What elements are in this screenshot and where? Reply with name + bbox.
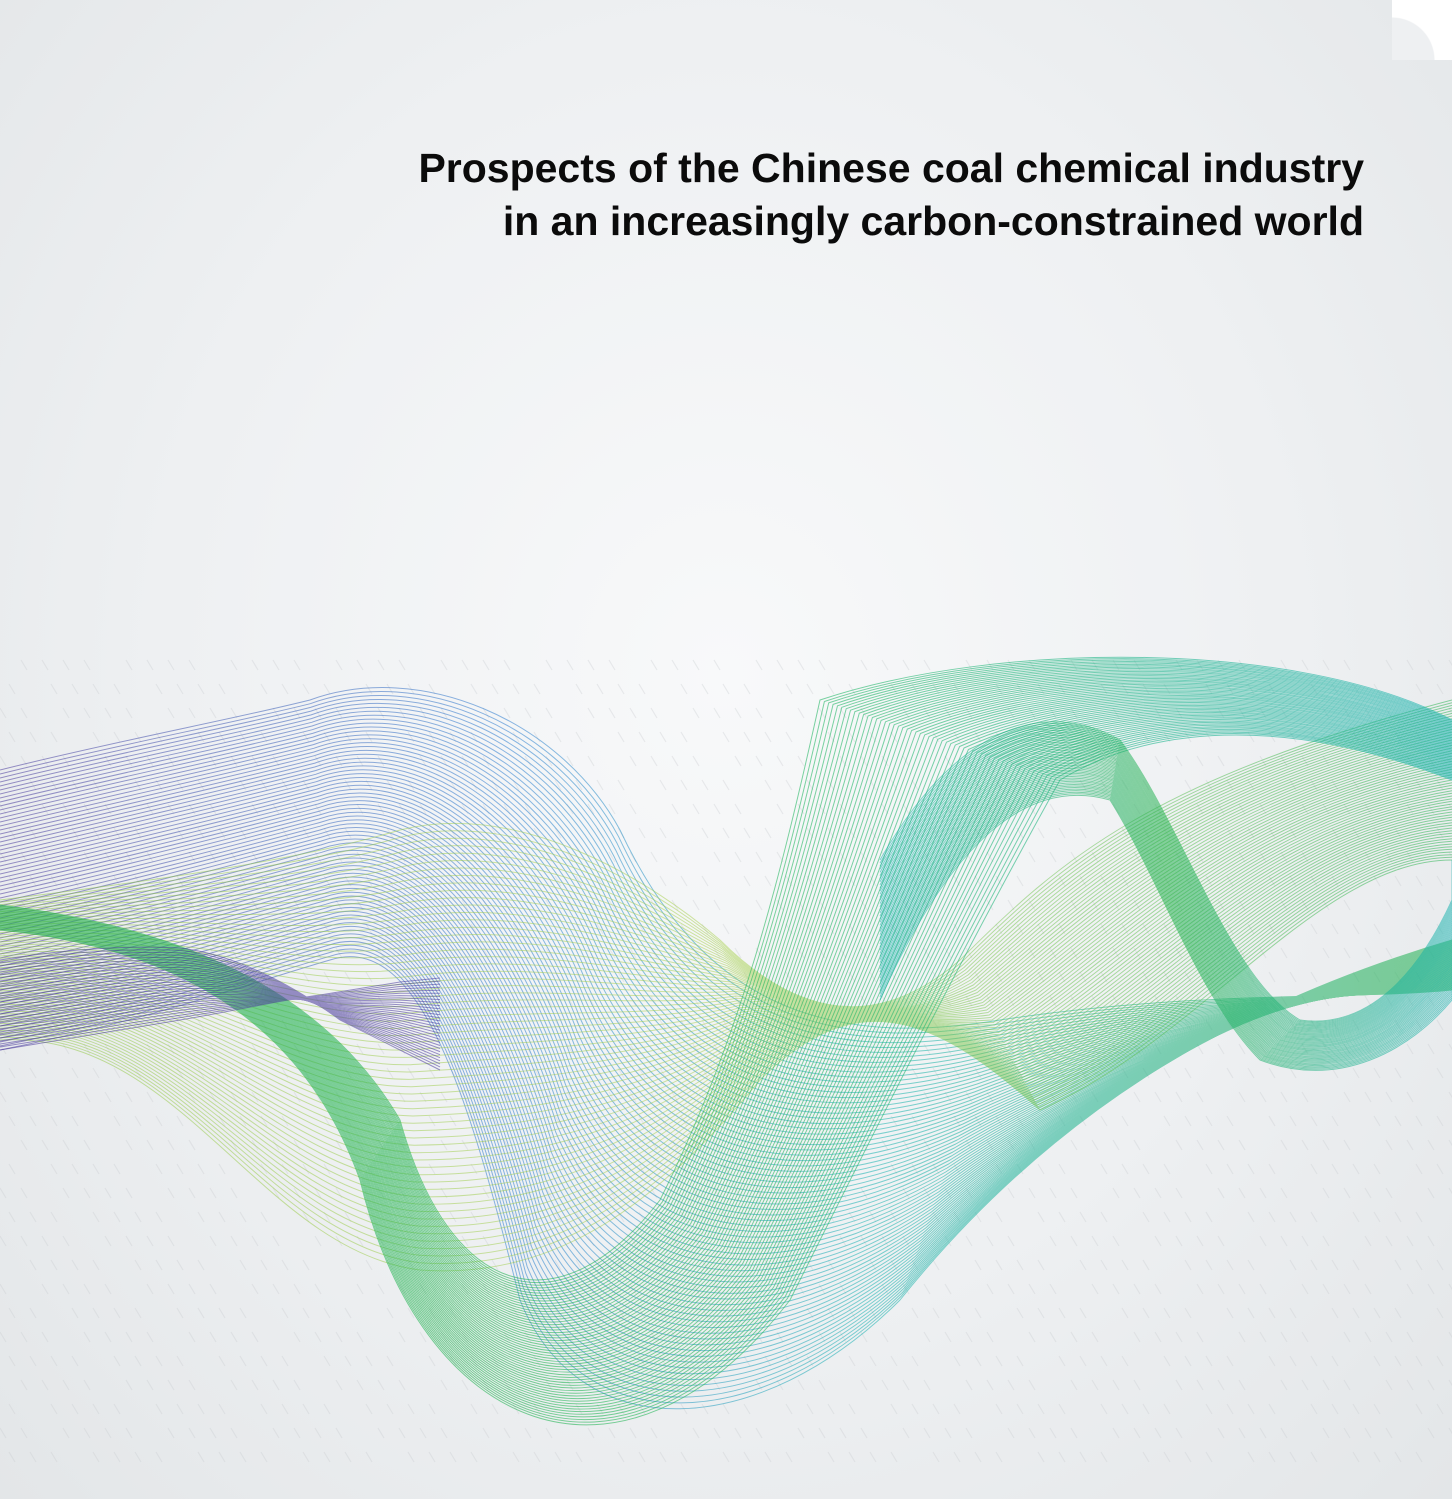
ribbon-green — [0, 656, 1452, 1426]
ribbon-teal-right — [879, 721, 1452, 1071]
cover-corner — [1392, 0, 1452, 60]
cover-title-line-1: Prospects of the Chinese coal chemical i… — [418, 145, 1364, 191]
ribbon-purple — [0, 946, 441, 1071]
ribbon-blue-teal — [0, 687, 1452, 1410]
cover-title-line-2: in an increasingly carbon-constrained wo… — [502, 198, 1364, 244]
cover-title: Prospects of the Chinese coal chemical i… — [418, 142, 1364, 248]
